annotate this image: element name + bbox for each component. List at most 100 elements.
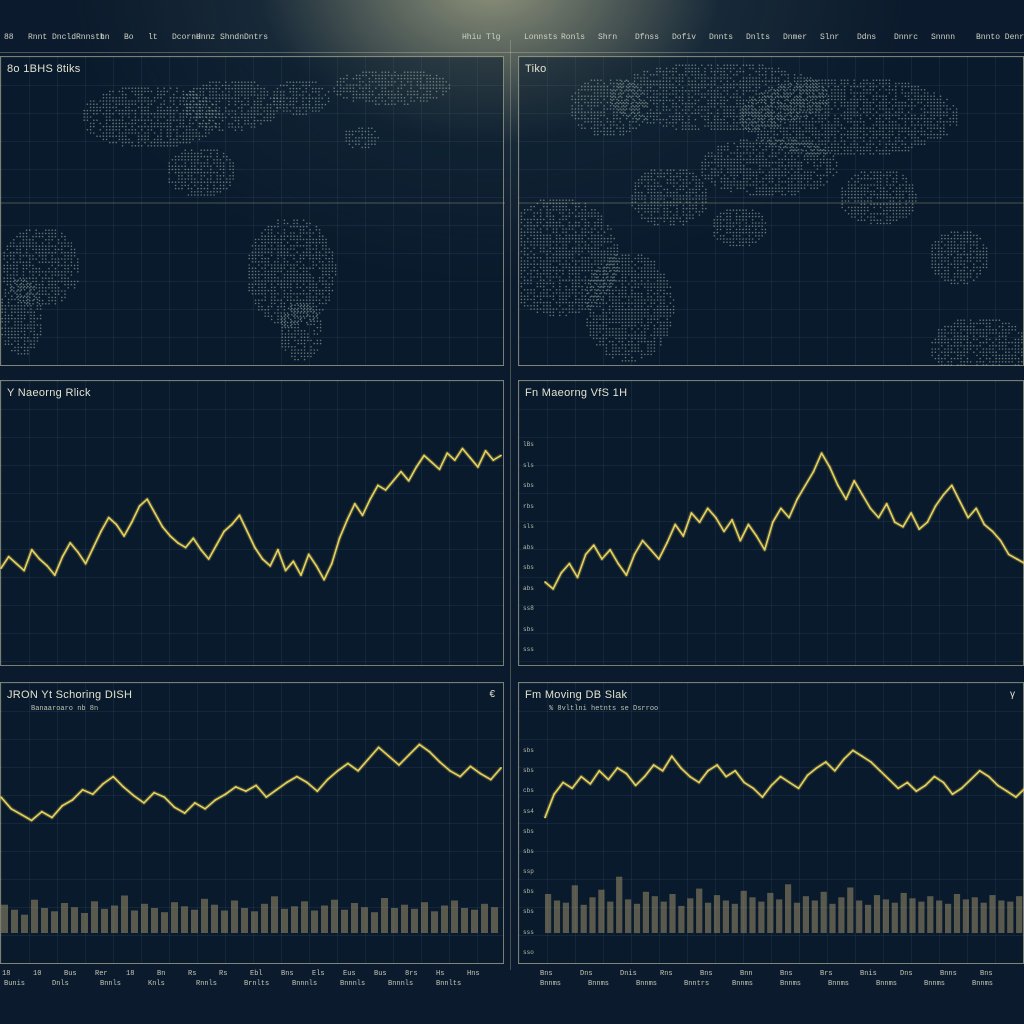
map-dot	[270, 229, 273, 231]
map-dot	[134, 109, 137, 112]
map-dot	[879, 121, 881, 123]
map-dot	[632, 98, 634, 101]
map-dot	[182, 138, 185, 141]
map-dot	[423, 84, 425, 86]
map-dot	[264, 296, 267, 298]
map-dot	[267, 277, 270, 279]
map-dot	[11, 349, 13, 352]
map-dot	[61, 251, 63, 254]
map-dot	[157, 116, 159, 118]
map-dot	[776, 127, 779, 129]
map-dot	[633, 99, 636, 102]
map-dot	[210, 181, 212, 183]
map-dot	[17, 337, 20, 339]
map-dot	[777, 112, 780, 114]
map-dot	[181, 184, 183, 187]
map-dot	[815, 79, 817, 81]
map-dot	[264, 270, 267, 273]
map-dot	[694, 109, 697, 111]
map-dot	[713, 99, 716, 102]
map-dot	[163, 141, 165, 144]
map-dot	[160, 125, 162, 128]
map-dot	[89, 116, 92, 118]
map-dot	[54, 299, 57, 302]
map-left-title: 8o 1BHS 8tiks	[7, 63, 81, 75]
map-dot	[758, 125, 761, 127]
map-dot	[774, 115, 777, 118]
map-dot	[261, 245, 263, 247]
map-dot	[787, 77, 789, 79]
map-dot	[920, 98, 923, 101]
map-dot	[203, 175, 206, 177]
map-dot	[821, 114, 823, 117]
map-dot	[20, 324, 23, 326]
map-dot	[882, 105, 884, 107]
map-dot	[691, 106, 693, 108]
map-dot	[307, 352, 309, 355]
map-dot	[14, 308, 16, 310]
map-dot	[767, 114, 769, 117]
map-dot	[234, 81, 237, 83]
map-dot	[228, 103, 230, 106]
map-dot	[346, 74, 348, 77]
map-dot	[641, 121, 644, 123]
map-dot	[179, 100, 181, 102]
map-dot	[638, 124, 641, 126]
map-dot	[1, 301, 3, 304]
map-dot	[691, 67, 693, 70]
map-dot	[362, 90, 364, 93]
map-dot	[590, 105, 593, 107]
map-dot	[54, 296, 57, 299]
map-dot	[328, 261, 331, 263]
map-dot	[704, 80, 706, 82]
map-dot	[407, 90, 409, 93]
map-dot	[789, 111, 791, 113]
map-dot	[315, 305, 318, 308]
map-dot	[640, 99, 642, 102]
map-dot	[779, 143, 782, 145]
map-dot	[48, 232, 50, 235]
map-dot	[751, 111, 753, 113]
map-dot	[178, 171, 180, 174]
map-dot	[261, 293, 263, 295]
map-dot	[189, 107, 192, 109]
map-dot	[808, 101, 811, 104]
map-dot	[297, 339, 300, 342]
map-dot	[643, 90, 645, 92]
map-dot	[109, 132, 111, 134]
map-dot	[200, 187, 202, 190]
map-dot	[859, 149, 862, 152]
map-dot	[306, 251, 308, 253]
map-dot	[762, 177, 764, 180]
map-dot	[310, 346, 312, 348]
map-dot	[280, 286, 283, 289]
map-dot	[290, 270, 292, 273]
map-dot	[310, 307, 312, 310]
map-dot	[283, 264, 286, 266]
map-dot	[293, 315, 295, 318]
map-dot	[646, 86, 649, 89]
map-dot	[717, 122, 719, 124]
map-dot	[885, 79, 887, 81]
map-dot	[863, 85, 865, 88]
map-dot	[768, 115, 770, 118]
map-dot	[169, 119, 172, 121]
map-dot	[850, 108, 852, 110]
map-dot	[283, 289, 286, 292]
map-dot	[378, 77, 380, 80]
map-dot	[745, 86, 748, 89]
map-dot	[776, 92, 779, 94]
map-dot	[879, 79, 881, 81]
map-dot	[571, 95, 573, 97]
map-dot	[757, 117, 759, 120]
map-dot	[656, 90, 658, 92]
map-dot	[237, 94, 240, 96]
map-dot	[264, 286, 267, 289]
map-dot	[768, 96, 770, 98]
map-dot	[917, 140, 919, 142]
map-dot	[802, 124, 804, 126]
map-dot	[160, 90, 162, 93]
map-dot	[179, 141, 181, 144]
map-dot	[720, 102, 722, 105]
map-dot	[795, 130, 798, 133]
